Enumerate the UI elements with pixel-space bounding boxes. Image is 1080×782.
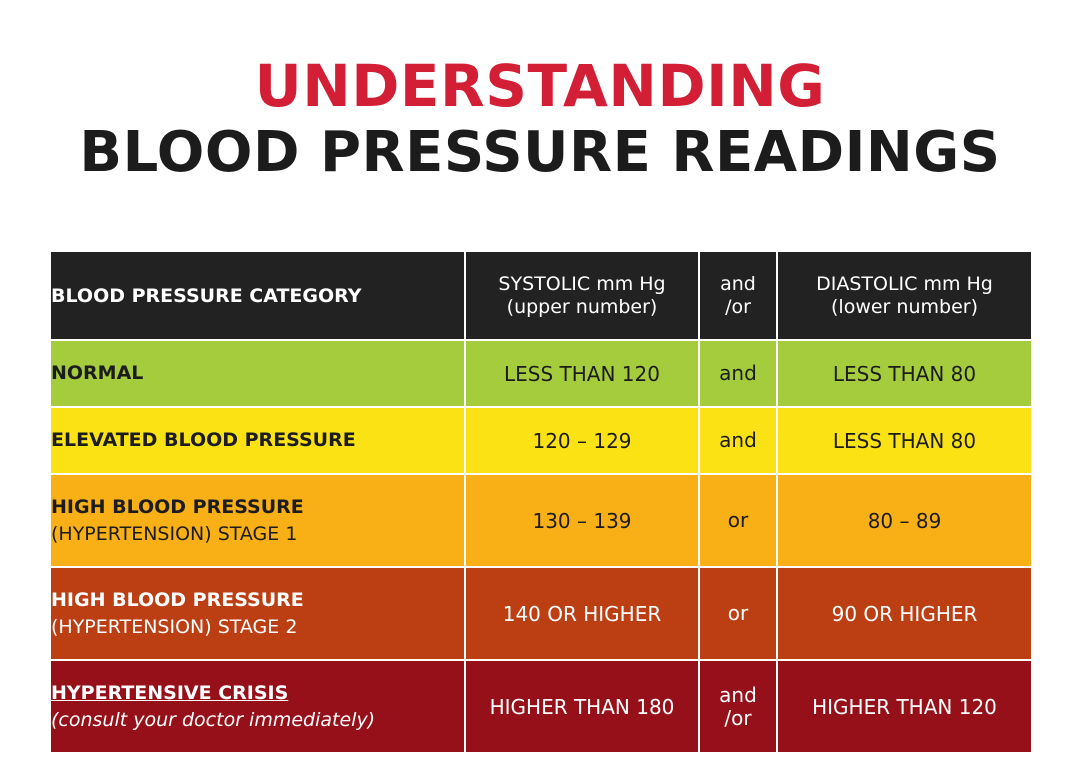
category-name: ELEVATED BLOOD PRESSURE xyxy=(51,429,356,451)
header-diastolic: DIASTOLIC mm Hg (lower number) xyxy=(776,250,1033,341)
conjunction: or xyxy=(698,473,778,568)
blood-pressure-table: BLOOD PRESSURE CATEGORY SYSTOLIC mm Hg (… xyxy=(49,250,1033,754)
conjunction: and xyxy=(698,406,778,475)
diastolic-value: HIGHER THAN 120 xyxy=(776,659,1033,754)
table-row-normal: NORMAL LESS THAN 120 and LESS THAN 80 xyxy=(49,339,1033,408)
category-name: HIGH BLOOD PRESSURE xyxy=(51,495,304,518)
title-blood-pressure-readings: BLOOD PRESSURE READINGS xyxy=(79,120,1001,185)
category-subtitle: (consult your doctor immediately) xyxy=(51,708,376,731)
conjunction: or xyxy=(698,566,778,661)
table-row-elevated: ELEVATED BLOOD PRESSURE 120 – 129 and LE… xyxy=(49,406,1033,475)
conjunction-and: and xyxy=(719,682,757,707)
header-diastolic-label: DIASTOLIC mm Hg xyxy=(816,272,993,295)
category-subtitle: (HYPERTENSION) STAGE 1 xyxy=(51,522,298,545)
diastolic-value: LESS THAN 80 xyxy=(776,339,1033,408)
category-name: HYPERTENSIVE CRISIS xyxy=(51,681,289,704)
conjunction: and /or xyxy=(698,659,778,754)
header-systolic-label: SYSTOLIC mm Hg xyxy=(498,272,666,295)
header-systolic: SYSTOLIC mm Hg (upper number) xyxy=(464,250,700,341)
category-subtitle: (HYPERTENSION) STAGE 2 xyxy=(51,615,298,638)
title-block: UNDERSTANDING BLOOD PRESSURE READINGS xyxy=(0,52,1080,186)
header-and-or: and /or xyxy=(698,250,778,341)
title-understanding: UNDERSTANDING xyxy=(254,52,826,120)
category-cell: HIGH BLOOD PRESSURE (HYPERTENSION) STAGE… xyxy=(49,566,466,661)
table-row-crisis: HYPERTENSIVE CRISIS (consult your doctor… xyxy=(49,659,1033,754)
header-and-label: and xyxy=(720,272,756,295)
header-category: BLOOD PRESSURE CATEGORY xyxy=(49,250,466,341)
conjunction: and xyxy=(698,339,778,408)
systolic-value: HIGHER THAN 180 xyxy=(464,659,700,754)
systolic-value: 120 – 129 xyxy=(464,406,700,475)
table-header-row: BLOOD PRESSURE CATEGORY SYSTOLIC mm Hg (… xyxy=(49,250,1033,341)
header-or-label: /or xyxy=(725,295,751,318)
header-systolic-sub: (upper number) xyxy=(506,295,658,318)
category-name: HIGH BLOOD PRESSURE xyxy=(51,588,304,611)
category-cell: ELEVATED BLOOD PRESSURE xyxy=(49,406,466,475)
conjunction-or: /or xyxy=(724,705,752,730)
systolic-value: LESS THAN 120 xyxy=(464,339,700,408)
category-cell: NORMAL xyxy=(49,339,466,408)
systolic-value: 130 – 139 xyxy=(464,473,700,568)
diastolic-value: 80 – 89 xyxy=(776,473,1033,568)
table-row-stage-2: HIGH BLOOD PRESSURE (HYPERTENSION) STAGE… xyxy=(49,566,1033,661)
category-name: NORMAL xyxy=(51,362,144,384)
diastolic-value: 90 OR HIGHER xyxy=(776,566,1033,661)
diastolic-value: LESS THAN 80 xyxy=(776,406,1033,475)
table-row-stage-1: HIGH BLOOD PRESSURE (HYPERTENSION) STAGE… xyxy=(49,473,1033,568)
header-diastolic-sub: (lower number) xyxy=(831,295,978,318)
category-cell: HYPERTENSIVE CRISIS (consult your doctor… xyxy=(49,659,466,754)
category-cell: HIGH BLOOD PRESSURE (HYPERTENSION) STAGE… xyxy=(49,473,466,568)
systolic-value: 140 OR HIGHER xyxy=(464,566,700,661)
